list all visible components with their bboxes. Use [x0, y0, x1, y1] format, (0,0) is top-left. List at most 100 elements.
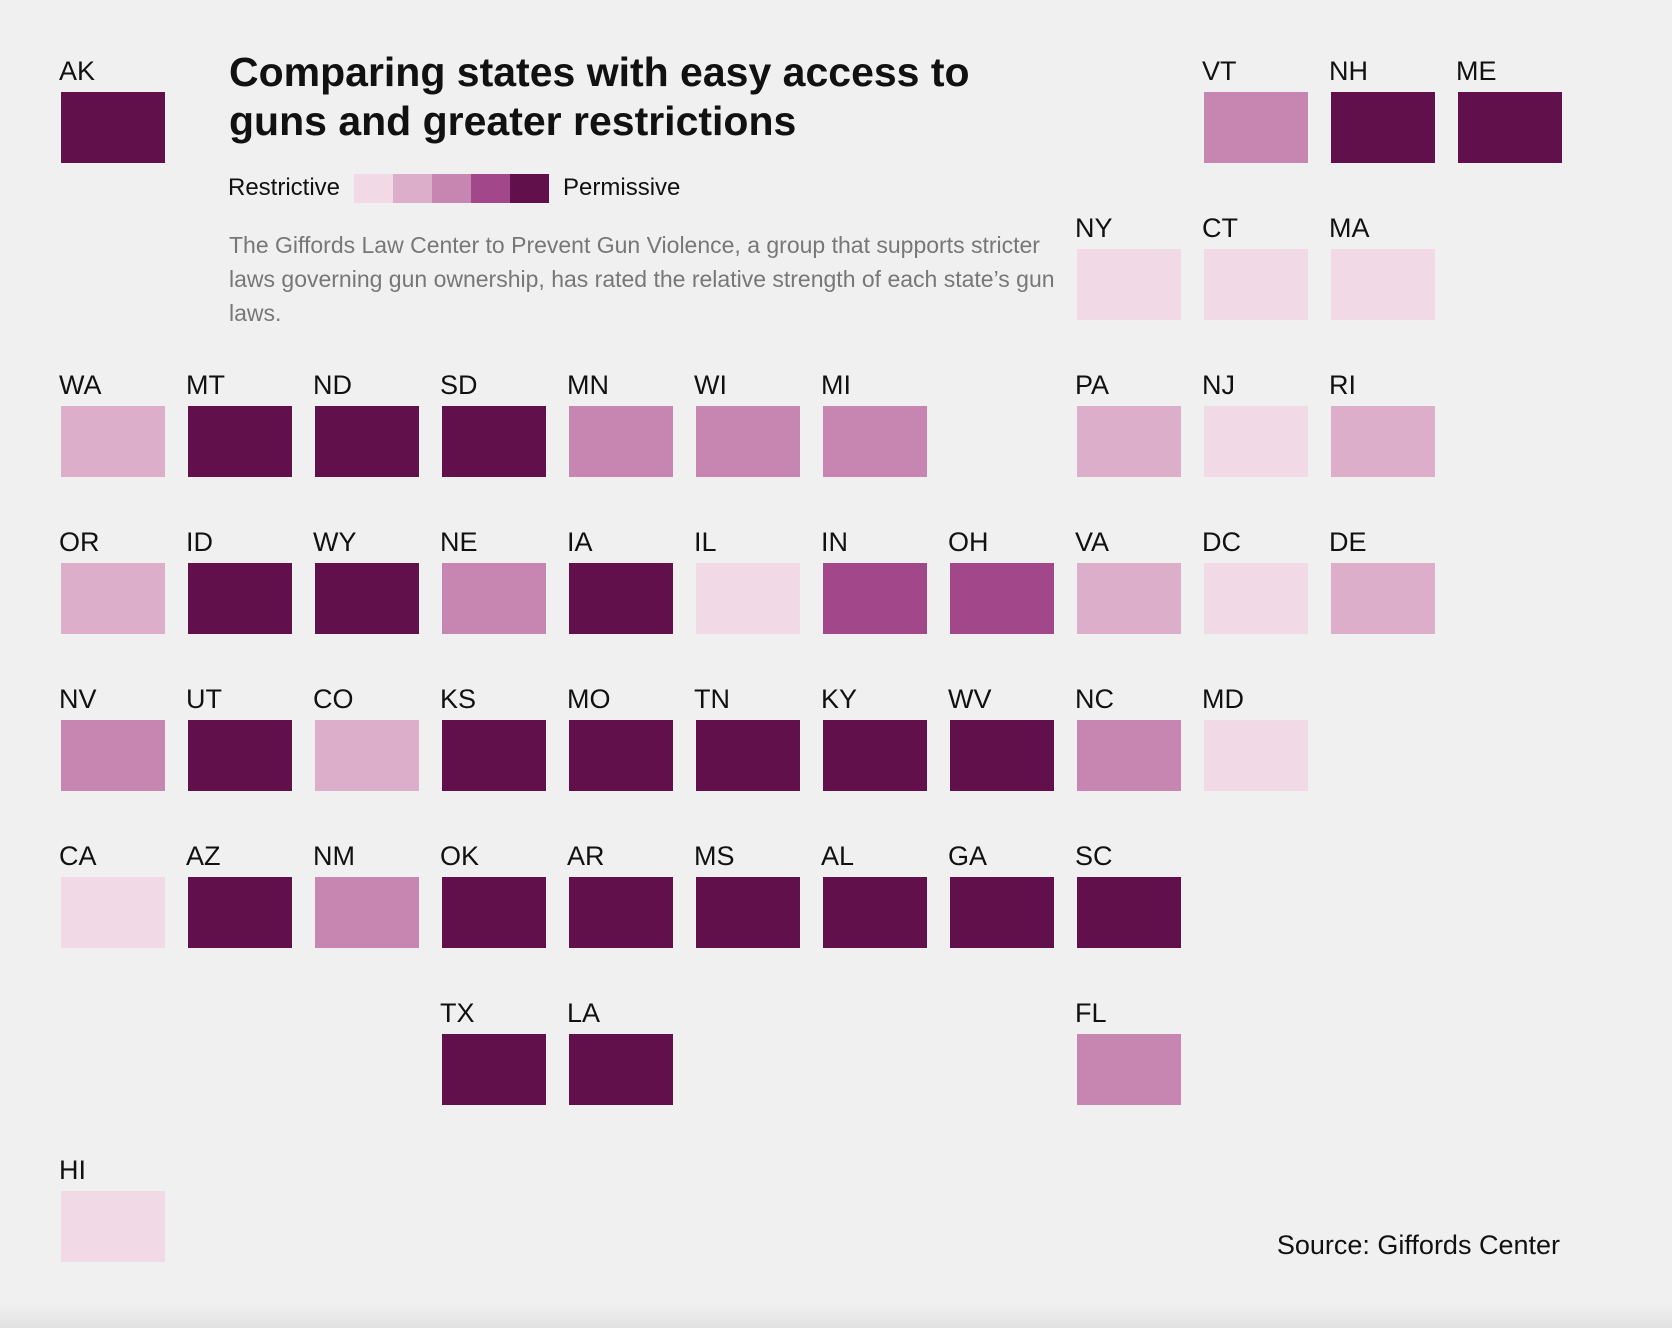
- state-tile-nv: NV: [59, 684, 165, 791]
- state-label: ME: [1456, 56, 1497, 86]
- state-swatch: [950, 720, 1054, 791]
- state-tile-mo: MO: [567, 684, 673, 791]
- state-swatch: [315, 877, 419, 948]
- state-tile-pa: PA: [1075, 370, 1181, 477]
- source-note: Source: Giffords Center: [1276, 1230, 1560, 1260]
- legend-high-label: Permissive: [563, 174, 681, 201]
- state-tile-nh: NH: [1329, 56, 1435, 163]
- legend-low-label: Restrictive: [228, 174, 341, 201]
- state-label: TX: [440, 998, 475, 1028]
- state-swatch: [61, 1191, 165, 1262]
- state-swatch: [823, 406, 927, 477]
- state-tile-ma: MA: [1329, 213, 1435, 320]
- state-tile-wv: WV: [948, 684, 1054, 791]
- state-swatch: [823, 720, 927, 791]
- state-label: IL: [694, 527, 717, 557]
- state-tile-ga: GA: [948, 841, 1054, 948]
- state-swatch: [823, 563, 927, 634]
- state-tile-la: LA: [567, 998, 673, 1105]
- state-tile-co: CO: [313, 684, 419, 791]
- state-tile-sd: SD: [440, 370, 546, 477]
- state-tile-wa: WA: [59, 370, 165, 477]
- state-tile-va: VA: [1075, 527, 1181, 634]
- state-label: ND: [313, 370, 352, 400]
- state-tile-nc: NC: [1075, 684, 1181, 791]
- state-swatch: [188, 720, 292, 791]
- state-tile-oh: OH: [948, 527, 1054, 634]
- state-swatch: [315, 563, 419, 634]
- state-swatch: [61, 563, 165, 634]
- state-swatch: [1077, 406, 1181, 477]
- state-label: TN: [694, 684, 730, 714]
- state-swatch: [1204, 720, 1308, 791]
- state-tile-ri: RI: [1329, 370, 1435, 477]
- state-tile-ky: KY: [821, 684, 927, 791]
- state-label: OR: [59, 527, 100, 557]
- state-label: AR: [567, 841, 605, 871]
- state-swatch: [950, 563, 1054, 634]
- legend-swatch-2: [393, 173, 433, 203]
- state-swatch: [569, 406, 673, 477]
- state-swatch: [696, 406, 800, 477]
- state-tile-md: MD: [1202, 684, 1308, 791]
- state-swatch: [1077, 249, 1181, 320]
- state-tile-vt: VT: [1202, 56, 1308, 163]
- state-swatch: [188, 877, 292, 948]
- state-swatch: [1331, 249, 1435, 320]
- state-tile-de: DE: [1329, 527, 1435, 634]
- state-swatch: [1204, 249, 1308, 320]
- state-tile-id: ID: [186, 527, 292, 634]
- state-swatch: [696, 720, 800, 791]
- state-tile-fl: FL: [1075, 998, 1181, 1105]
- state-label: IN: [821, 527, 848, 557]
- state-label: MO: [567, 684, 611, 714]
- state-swatch: [1077, 720, 1181, 791]
- state-tile-il: IL: [694, 527, 800, 634]
- state-label: OH: [948, 527, 989, 557]
- state-tile-ia: IA: [567, 527, 673, 634]
- state-swatch: [61, 877, 165, 948]
- state-swatch: [569, 563, 673, 634]
- state-label: LA: [567, 998, 601, 1028]
- legend-swatch-1: [354, 173, 394, 203]
- state-tile-mn: MN: [567, 370, 673, 477]
- state-swatch: [1077, 877, 1181, 948]
- state-label: MI: [821, 370, 851, 400]
- state-swatch: [1458, 92, 1562, 163]
- state-swatch: [1204, 92, 1308, 163]
- state-tile-wi: WI: [694, 370, 800, 477]
- state-tile-ny: NY: [1075, 213, 1181, 320]
- legend-swatch-4: [471, 173, 511, 203]
- state-swatch: [442, 406, 546, 477]
- color-legend: Restrictive Permissive: [228, 170, 680, 206]
- state-swatch: [315, 720, 419, 791]
- state-swatch: [696, 877, 800, 948]
- state-swatch: [61, 720, 165, 791]
- state-swatch: [950, 877, 1054, 948]
- state-label: MD: [1202, 684, 1244, 714]
- state-tile-dc: DC: [1202, 527, 1308, 634]
- state-tile-ms: MS: [694, 841, 800, 948]
- state-label: HI: [59, 1155, 86, 1185]
- state-label: WI: [694, 370, 727, 400]
- state-label: MT: [186, 370, 225, 400]
- state-label: SC: [1075, 841, 1113, 871]
- state-tile-ne: NE: [440, 527, 546, 634]
- state-label: AZ: [186, 841, 221, 871]
- state-label: NE: [440, 527, 478, 557]
- state-tile-me: ME: [1456, 56, 1562, 163]
- state-tile-in: IN: [821, 527, 927, 634]
- state-swatch: [696, 563, 800, 634]
- legend-swatches: [354, 173, 550, 203]
- state-label: AK: [59, 56, 96, 86]
- state-swatch: [188, 406, 292, 477]
- state-swatch: [1204, 406, 1308, 477]
- state-label: GA: [948, 841, 988, 871]
- state-tile-mt: MT: [186, 370, 292, 477]
- state-label: WY: [313, 527, 357, 557]
- state-swatch: [1077, 1034, 1181, 1105]
- state-swatch: [1204, 563, 1308, 634]
- state-swatch: [1077, 563, 1181, 634]
- state-label: NM: [313, 841, 355, 871]
- state-swatch: [1331, 563, 1435, 634]
